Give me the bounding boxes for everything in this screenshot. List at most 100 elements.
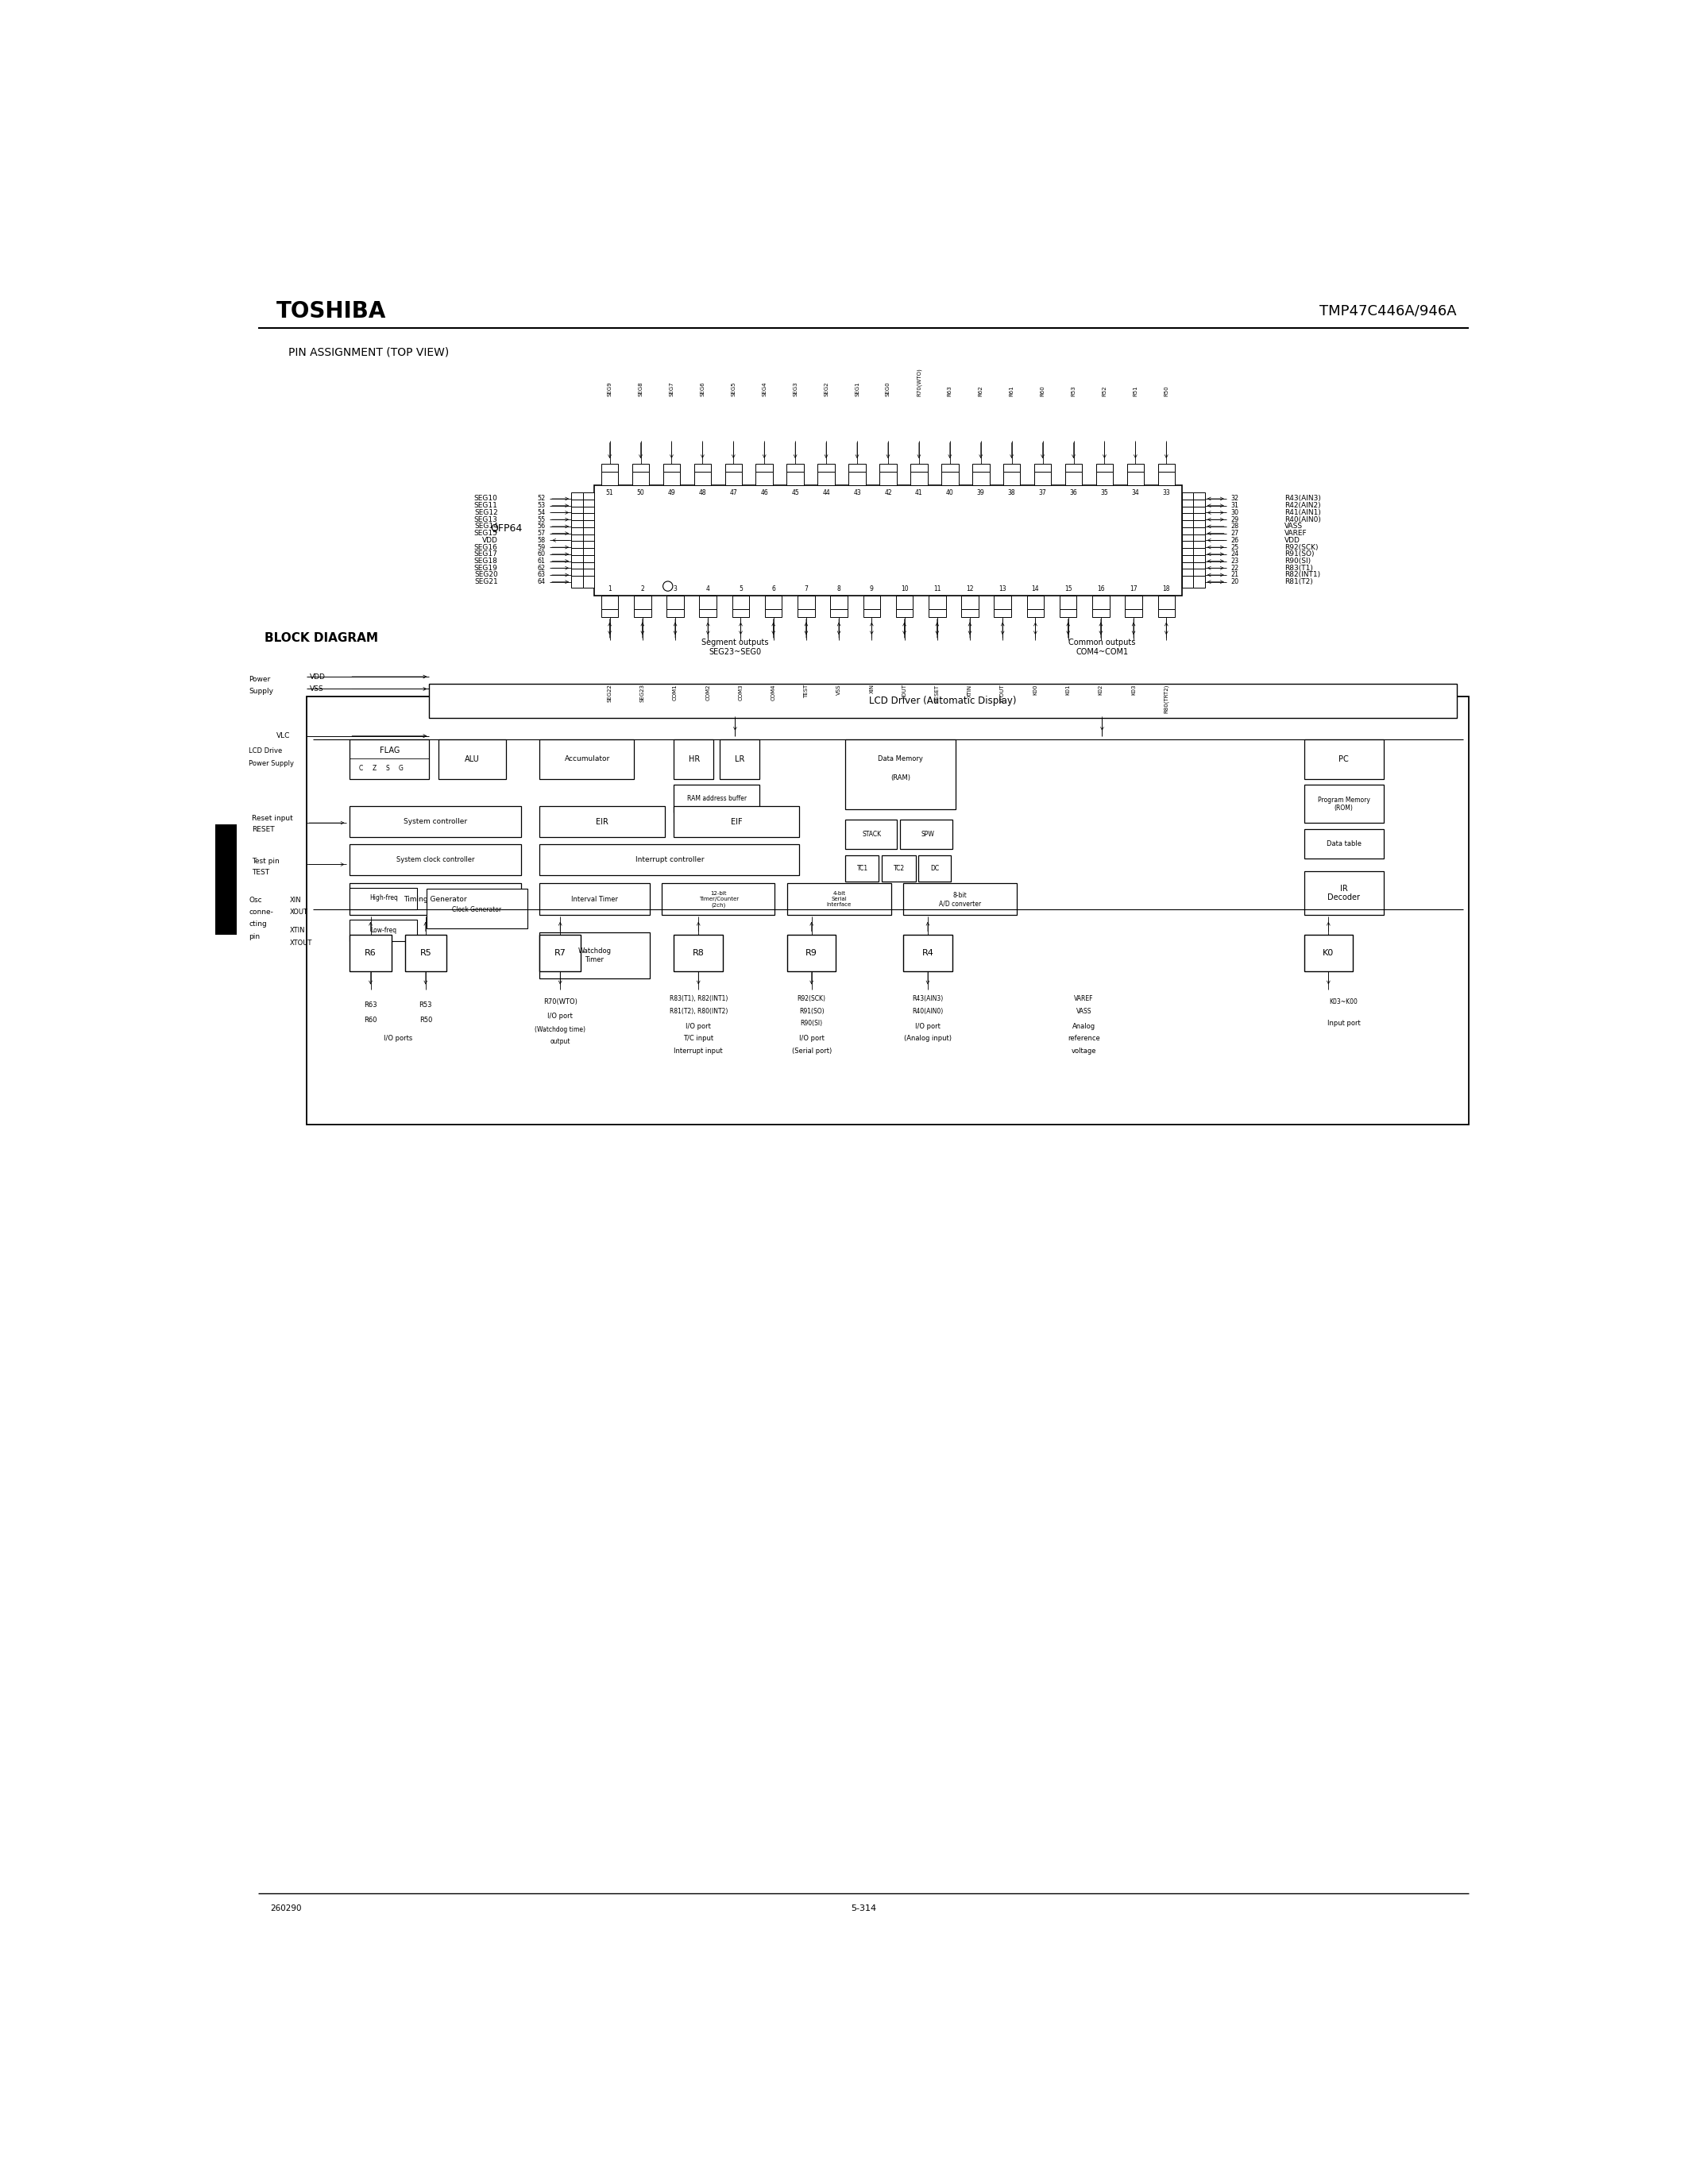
- Text: BLOCK DIAGRAM: BLOCK DIAGRAM: [263, 631, 378, 644]
- Text: Analog: Analog: [1072, 1022, 1096, 1031]
- Text: VASS: VASS: [1075, 1007, 1092, 1016]
- Text: 22: 22: [1231, 563, 1239, 572]
- Text: 26: 26: [1231, 537, 1239, 544]
- Bar: [601, 472, 618, 485]
- Bar: [571, 513, 582, 526]
- Bar: [846, 738, 955, 810]
- Text: 48: 48: [699, 489, 706, 496]
- Text: XIN: XIN: [869, 684, 874, 695]
- Bar: [896, 596, 913, 609]
- Text: 41: 41: [915, 489, 923, 496]
- Bar: [903, 935, 952, 972]
- Bar: [540, 738, 635, 780]
- Text: Timing Generator: Timing Generator: [403, 895, 468, 902]
- Bar: [1060, 609, 1077, 616]
- Bar: [540, 882, 650, 915]
- Bar: [582, 542, 594, 553]
- Bar: [962, 596, 979, 609]
- Text: R63: R63: [947, 387, 952, 397]
- Text: SEG17: SEG17: [474, 550, 498, 557]
- Text: 17: 17: [1129, 585, 1138, 592]
- Text: SEG11: SEG11: [474, 502, 498, 509]
- Bar: [881, 856, 915, 882]
- Text: SEG18: SEG18: [474, 557, 498, 566]
- Text: 55: 55: [537, 515, 545, 524]
- Bar: [1193, 561, 1205, 574]
- Text: 50: 50: [636, 489, 645, 496]
- Bar: [787, 882, 891, 915]
- Text: 12: 12: [966, 585, 974, 592]
- Text: R6: R6: [365, 950, 376, 957]
- Text: EIF: EIF: [731, 817, 743, 826]
- Bar: [571, 548, 582, 561]
- Text: 38: 38: [1008, 489, 1016, 496]
- Text: 27: 27: [1231, 531, 1239, 537]
- Text: 49: 49: [668, 489, 675, 496]
- Text: 24: 24: [1231, 550, 1239, 557]
- Text: R7: R7: [554, 950, 565, 957]
- Bar: [1193, 526, 1205, 539]
- Bar: [1182, 577, 1193, 587]
- Bar: [349, 882, 522, 915]
- Bar: [756, 472, 773, 485]
- Text: TEST: TEST: [803, 684, 809, 699]
- Text: LCD Drive: LCD Drive: [248, 747, 282, 756]
- Bar: [787, 463, 803, 472]
- Text: 8-bit
A/D converter: 8-bit A/D converter: [939, 891, 981, 906]
- Bar: [1193, 542, 1205, 553]
- Bar: [439, 738, 506, 780]
- Text: Interrupt controller: Interrupt controller: [635, 856, 704, 863]
- Bar: [1193, 535, 1205, 546]
- Bar: [582, 568, 594, 581]
- Bar: [667, 609, 684, 616]
- Text: R62: R62: [979, 387, 982, 397]
- Bar: [1182, 507, 1193, 520]
- Text: R63: R63: [365, 1002, 376, 1009]
- Text: R81(T2): R81(T2): [1285, 579, 1313, 585]
- Bar: [571, 568, 582, 581]
- Text: R4: R4: [922, 950, 933, 957]
- Text: Low-freq: Low-freq: [370, 926, 397, 935]
- Text: R5: R5: [420, 950, 432, 957]
- Text: XOUT: XOUT: [290, 909, 309, 915]
- Text: Z: Z: [371, 764, 376, 771]
- Text: SEG2: SEG2: [824, 382, 829, 397]
- Bar: [631, 463, 650, 472]
- Bar: [571, 535, 582, 546]
- Text: SEG5: SEG5: [731, 382, 736, 397]
- Bar: [635, 609, 652, 616]
- Bar: [674, 806, 800, 836]
- Text: 43: 43: [852, 489, 861, 496]
- Text: COM2: COM2: [706, 684, 711, 701]
- Text: R80(TRT2): R80(TRT2): [1163, 684, 1168, 712]
- Text: SEG20: SEG20: [474, 572, 498, 579]
- Text: I/O port: I/O port: [798, 1035, 824, 1042]
- Bar: [1065, 463, 1082, 472]
- Bar: [1158, 463, 1175, 472]
- Bar: [582, 577, 594, 587]
- Bar: [571, 507, 582, 520]
- Bar: [910, 472, 927, 485]
- Text: SEG14: SEG14: [474, 522, 498, 531]
- Bar: [1096, 463, 1112, 472]
- Text: R50: R50: [1165, 387, 1168, 397]
- Bar: [1124, 609, 1143, 616]
- Bar: [733, 609, 749, 616]
- Bar: [1065, 472, 1082, 485]
- Bar: [903, 882, 1016, 915]
- Text: 3: 3: [674, 585, 677, 592]
- Bar: [349, 887, 417, 909]
- Bar: [918, 856, 950, 882]
- Text: 60: 60: [537, 550, 545, 557]
- Bar: [1303, 935, 1352, 972]
- Text: 61: 61: [537, 557, 545, 566]
- Text: 56: 56: [537, 522, 545, 531]
- Bar: [1193, 500, 1205, 511]
- Text: K03~K00: K03~K00: [1330, 998, 1357, 1005]
- Text: 9: 9: [869, 585, 874, 592]
- Text: 13: 13: [999, 585, 1006, 592]
- Text: 30: 30: [1231, 509, 1239, 515]
- Bar: [1182, 526, 1193, 539]
- Text: G: G: [398, 764, 403, 771]
- Text: 21: 21: [1231, 572, 1239, 579]
